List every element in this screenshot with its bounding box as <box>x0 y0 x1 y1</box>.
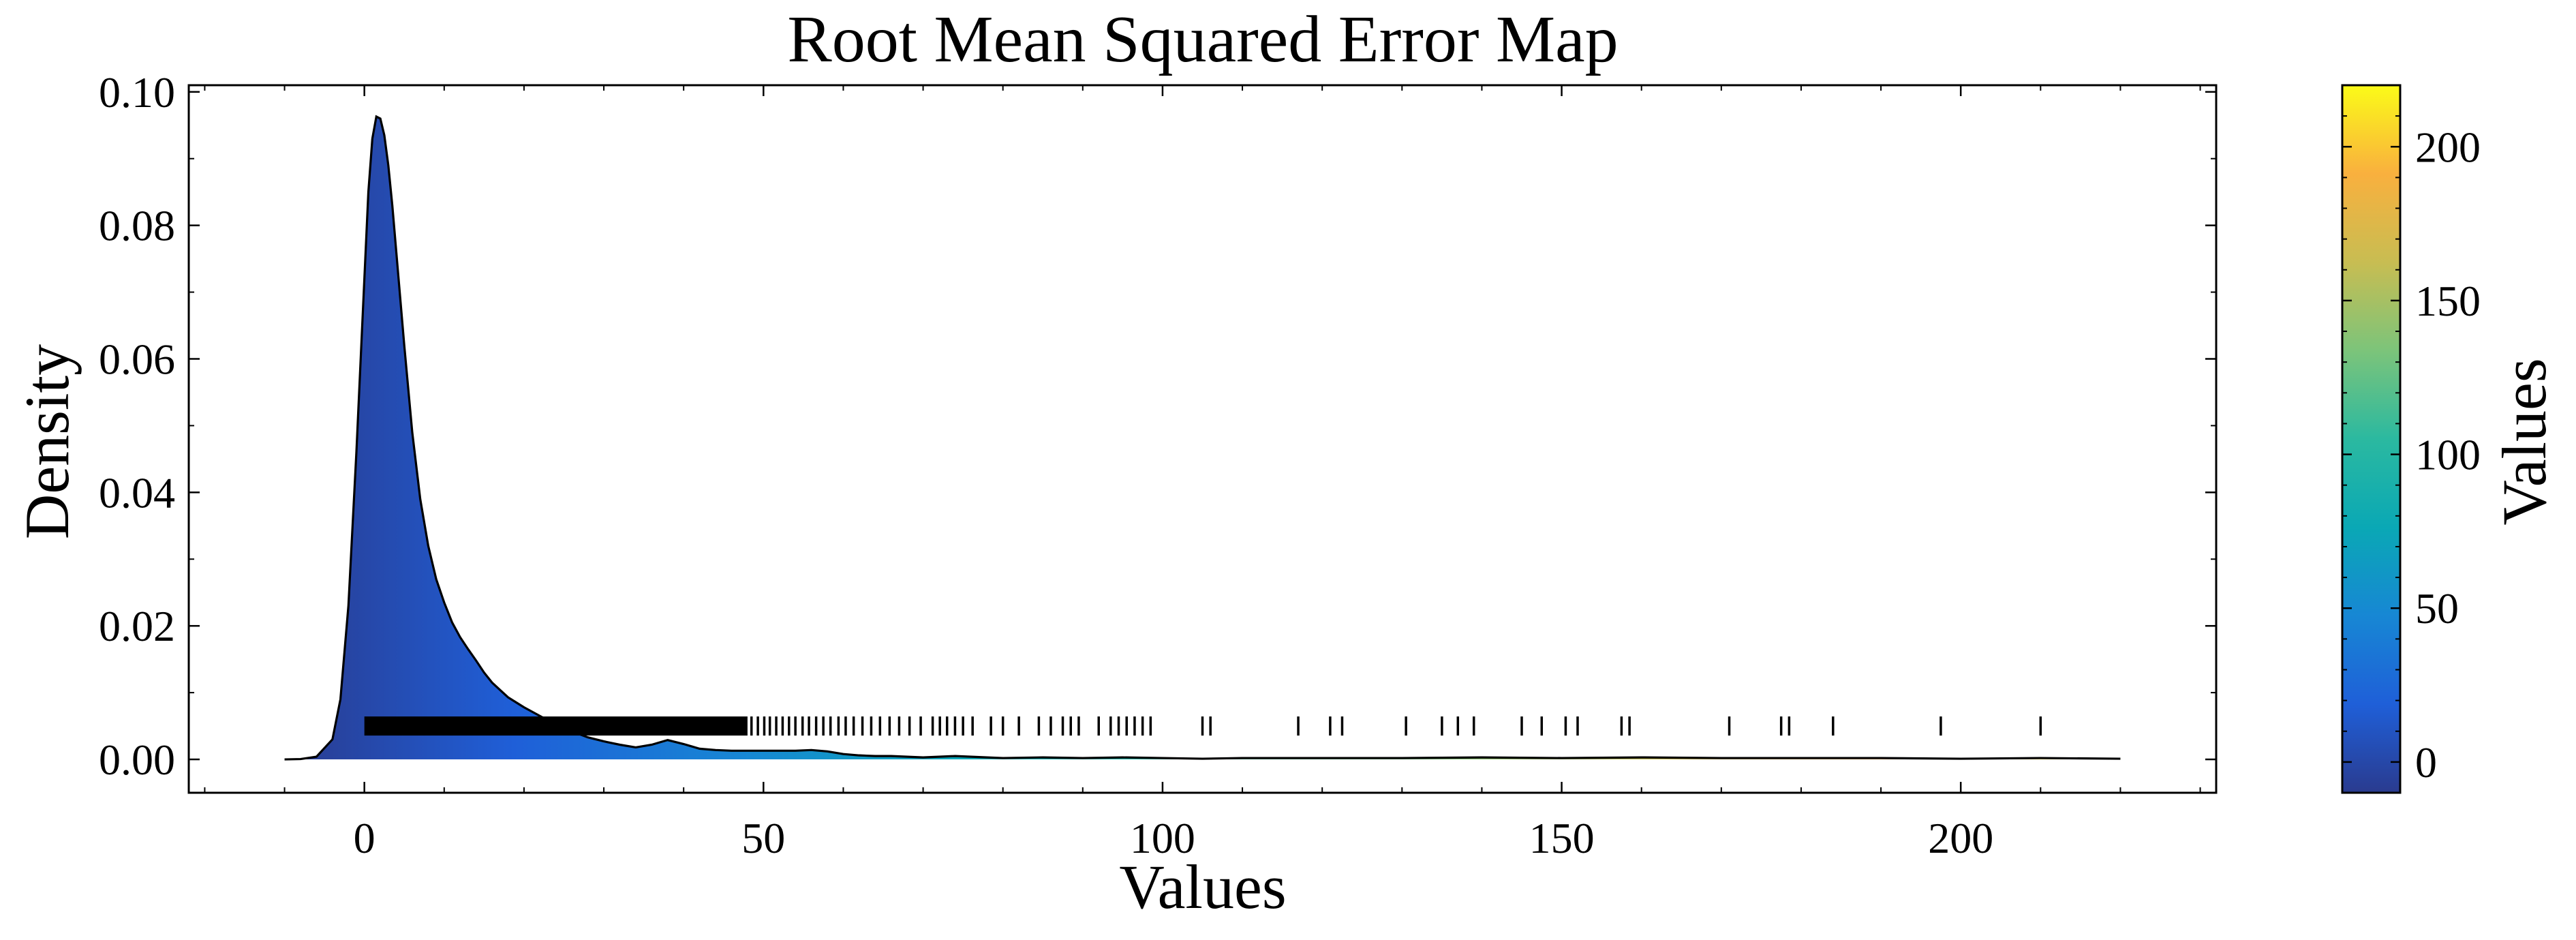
y-tick-label: 0.08 <box>99 202 175 250</box>
x-axis-label: Values <box>1119 852 1286 922</box>
y-tick-label: 0.00 <box>99 736 175 784</box>
colorbar-bar <box>2341 84 2402 794</box>
plot-area: 0 50 100 150 200 0.00 0.02 0.04 0.06 0.08 0.10 <box>99 68 2218 862</box>
density-line <box>284 115 2121 761</box>
colorbar-tick-label: 200 <box>2415 123 2481 171</box>
x-tick-label: 100 <box>1130 814 1195 862</box>
colorbar-tick-label: 50 <box>2415 584 2459 633</box>
colorbar-tick-label: 0 <box>2415 738 2437 787</box>
x-tick-label: 50 <box>741 814 785 862</box>
colorbar-tick-label: 150 <box>2415 277 2481 325</box>
x-tick-label: 0 <box>354 814 375 862</box>
chart-title: Root Mean Squared Error Map <box>787 3 1618 76</box>
density-area <box>284 117 2121 760</box>
colorbar: 0 50 100 150 200 <box>2341 84 2481 794</box>
y-tick-label: 0.06 <box>99 335 175 383</box>
y-tick-label: 0.10 <box>99 68 175 117</box>
rug-dense-band <box>364 716 748 736</box>
x-tick-label: 200 <box>1928 814 1993 862</box>
colorbar-tick-label: 100 <box>2415 431 2481 479</box>
x-tick-label: 150 <box>1529 814 1595 862</box>
plot-frame <box>187 84 2218 794</box>
colorbar-label: Values <box>2489 358 2559 525</box>
y-tick-label: 0.02 <box>99 602 175 650</box>
y-axis-label: Density <box>12 344 82 539</box>
y-tick-label: 0.04 <box>99 468 175 517</box>
